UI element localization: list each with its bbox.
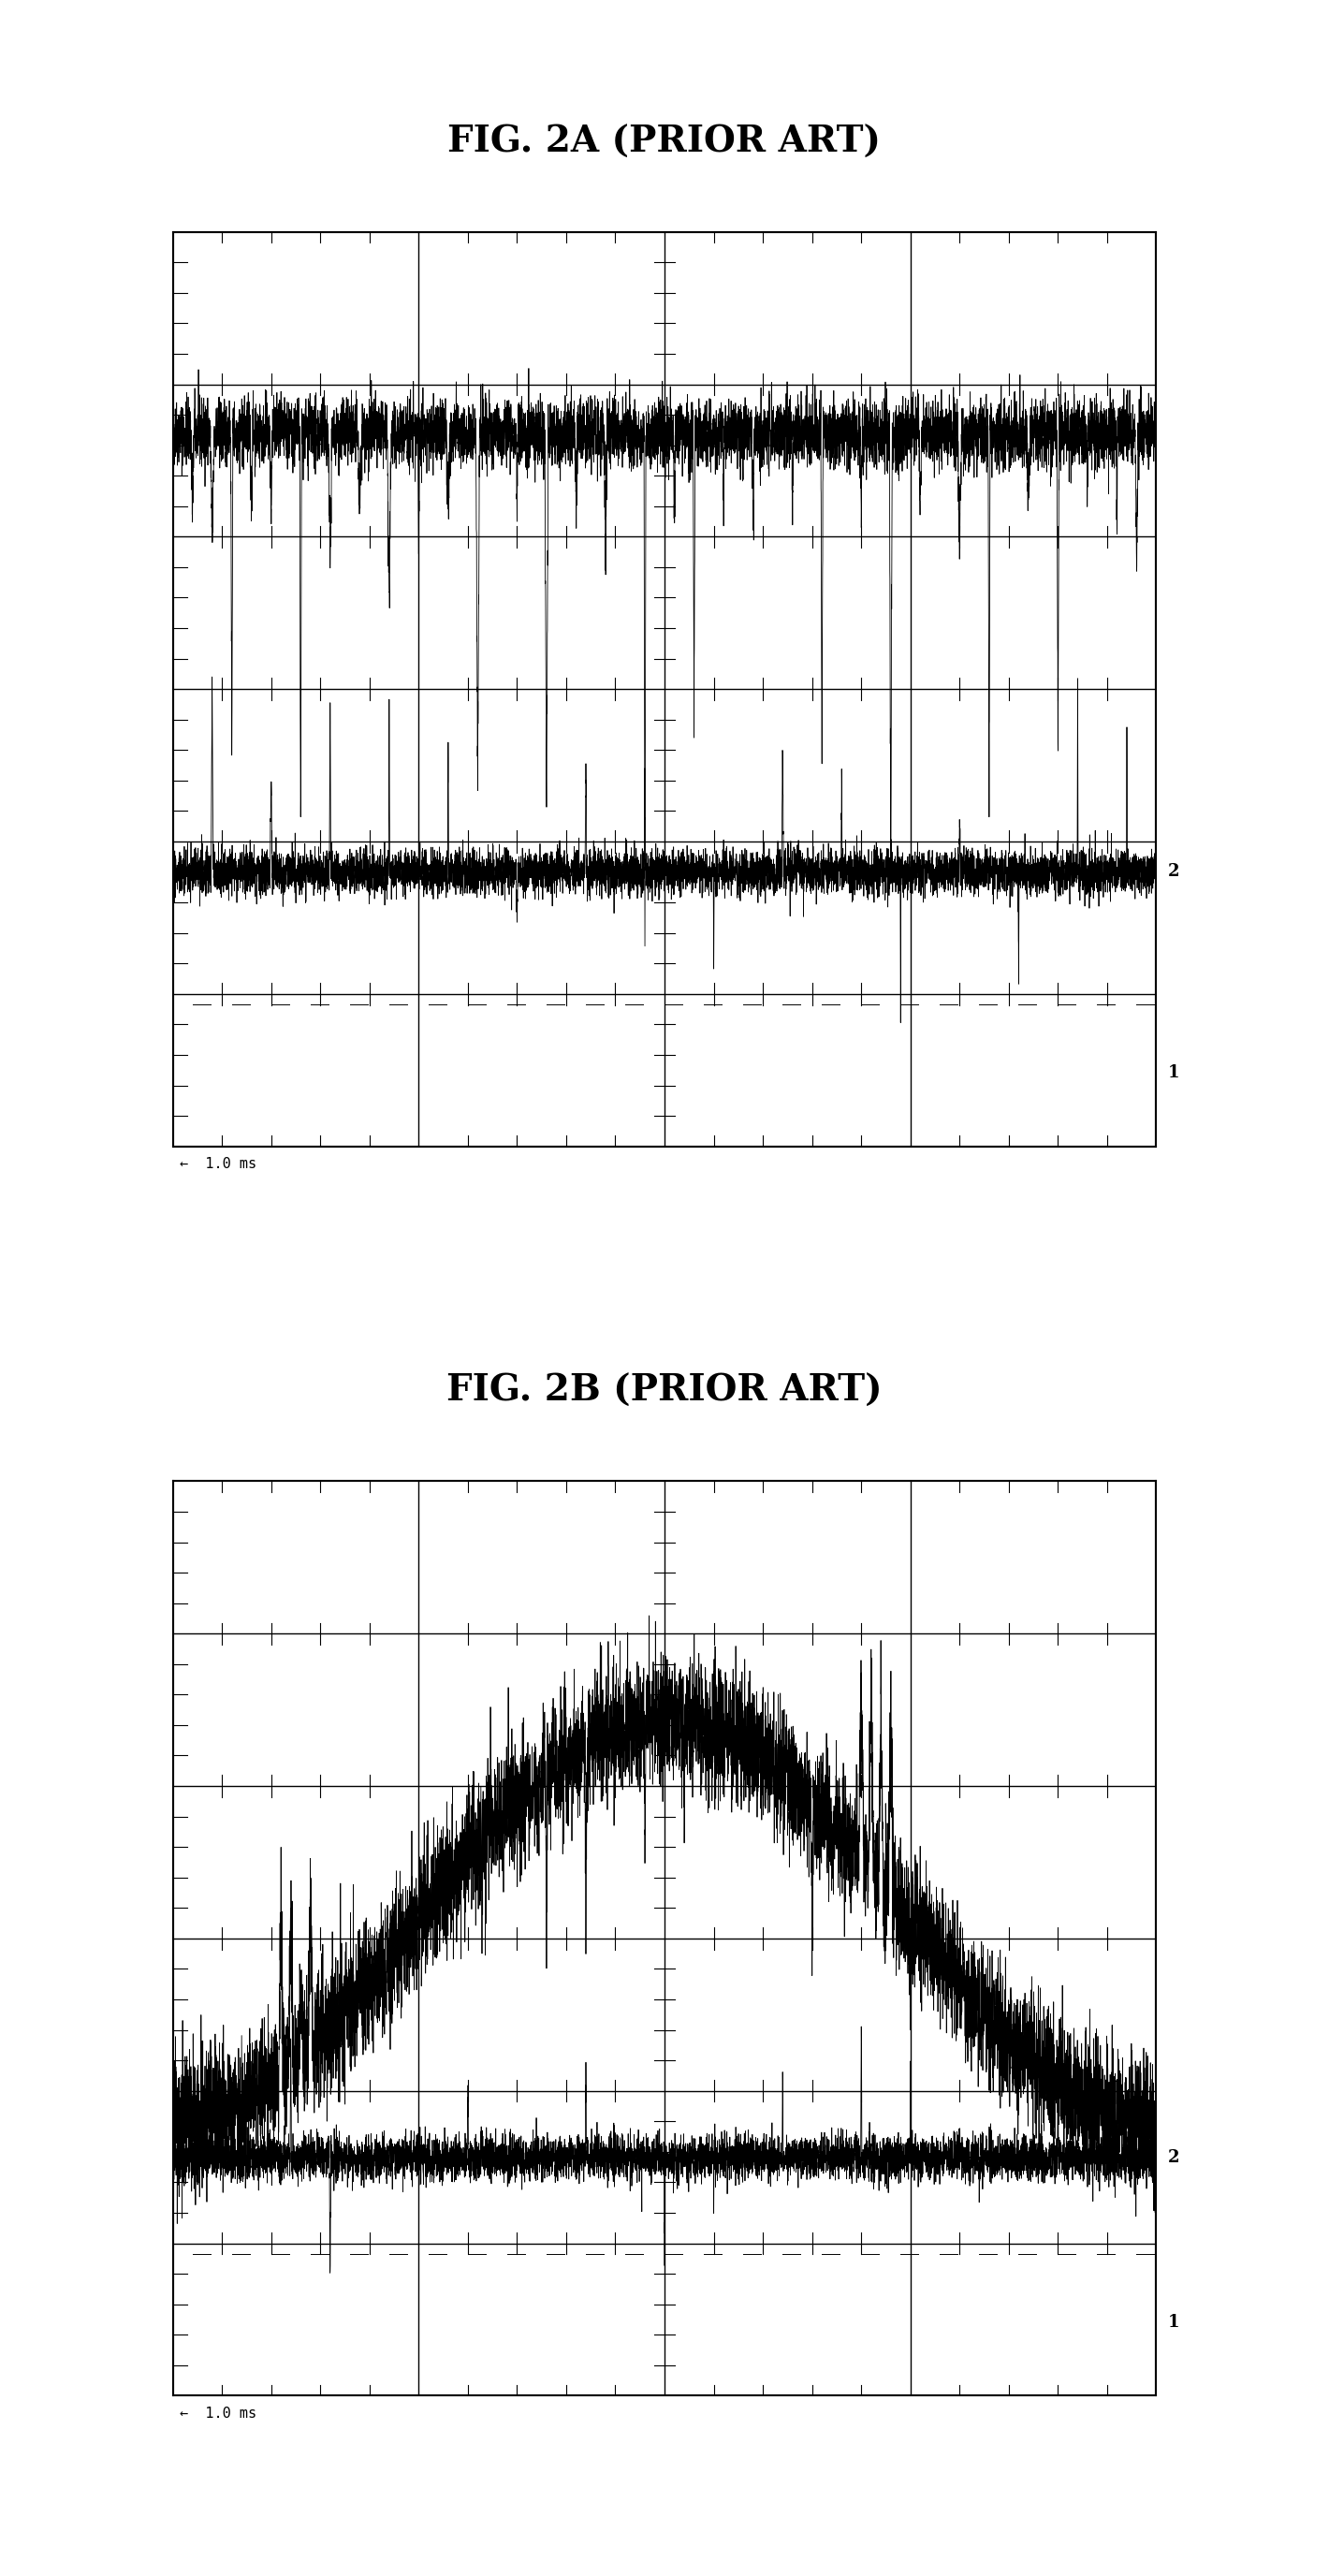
Text: ←  1.0 ms: ← 1.0 ms [179,2406,256,2421]
Text: 2: 2 [1168,863,1180,878]
Text: 1: 1 [1168,1064,1180,1082]
Text: ←  1.0 ms: ← 1.0 ms [179,1157,256,1172]
Text: 1: 1 [1168,2313,1180,2331]
Text: FIG. 2B (PRIOR ART): FIG. 2B (PRIOR ART) [447,1373,882,1409]
Text: 2: 2 [1168,2148,1180,2166]
Text: FIG. 2A (PRIOR ART): FIG. 2A (PRIOR ART) [448,124,881,160]
